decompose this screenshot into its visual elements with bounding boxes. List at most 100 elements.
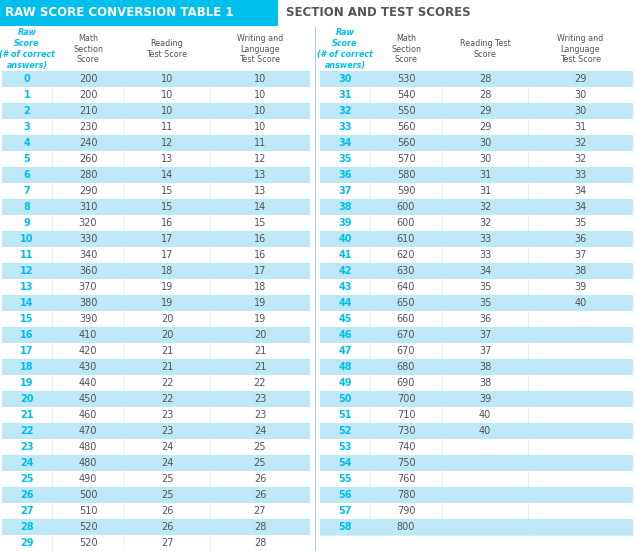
Text: 45: 45 bbox=[338, 314, 352, 324]
Text: 30: 30 bbox=[575, 90, 587, 100]
Text: 590: 590 bbox=[397, 186, 415, 196]
FancyBboxPatch shape bbox=[2, 439, 310, 455]
FancyBboxPatch shape bbox=[320, 375, 633, 391]
Text: 39: 39 bbox=[575, 282, 587, 292]
Text: 35: 35 bbox=[479, 282, 491, 292]
FancyBboxPatch shape bbox=[320, 167, 633, 183]
Text: 10: 10 bbox=[254, 90, 266, 100]
Text: 55: 55 bbox=[338, 474, 352, 484]
FancyBboxPatch shape bbox=[320, 295, 633, 311]
Text: 30: 30 bbox=[479, 138, 491, 148]
Text: 33: 33 bbox=[575, 170, 587, 180]
Text: 32: 32 bbox=[338, 106, 352, 116]
Text: 420: 420 bbox=[79, 346, 97, 356]
Text: 15: 15 bbox=[254, 218, 266, 228]
FancyBboxPatch shape bbox=[320, 263, 633, 279]
Text: 13: 13 bbox=[161, 154, 173, 164]
FancyBboxPatch shape bbox=[2, 87, 310, 103]
Text: 49: 49 bbox=[338, 378, 352, 388]
FancyBboxPatch shape bbox=[320, 327, 633, 343]
FancyBboxPatch shape bbox=[320, 87, 633, 103]
FancyBboxPatch shape bbox=[2, 391, 310, 407]
Text: 9: 9 bbox=[23, 218, 30, 228]
Text: 19: 19 bbox=[20, 378, 34, 388]
Text: 10: 10 bbox=[161, 74, 173, 84]
Text: 600: 600 bbox=[397, 202, 415, 212]
Text: 17: 17 bbox=[254, 266, 266, 276]
FancyBboxPatch shape bbox=[320, 407, 633, 423]
Text: 600: 600 bbox=[397, 218, 415, 228]
Text: 38: 38 bbox=[338, 202, 352, 212]
Text: 630: 630 bbox=[397, 266, 415, 276]
FancyBboxPatch shape bbox=[2, 503, 310, 519]
Text: 470: 470 bbox=[79, 426, 97, 436]
Text: 38: 38 bbox=[479, 362, 491, 372]
Text: 200: 200 bbox=[79, 90, 97, 100]
Text: 520: 520 bbox=[79, 522, 97, 532]
FancyBboxPatch shape bbox=[2, 263, 310, 279]
Text: 38: 38 bbox=[479, 378, 491, 388]
Text: 23: 23 bbox=[161, 410, 173, 420]
Text: 36: 36 bbox=[575, 234, 587, 244]
Text: 670: 670 bbox=[397, 330, 415, 340]
Text: 25: 25 bbox=[161, 490, 173, 500]
Text: Reading
Test Score: Reading Test Score bbox=[147, 39, 187, 59]
Text: 15: 15 bbox=[20, 314, 34, 324]
Text: 31: 31 bbox=[575, 122, 587, 132]
Text: 33: 33 bbox=[338, 122, 352, 132]
Text: 50: 50 bbox=[338, 394, 352, 404]
FancyBboxPatch shape bbox=[320, 487, 633, 503]
Text: 29: 29 bbox=[479, 122, 491, 132]
Text: Raw
Score
(# of correct
answers): Raw Score (# of correct answers) bbox=[317, 28, 373, 69]
Text: 25: 25 bbox=[254, 442, 266, 452]
Text: 40: 40 bbox=[479, 410, 491, 420]
Text: 570: 570 bbox=[397, 154, 415, 164]
Text: 19: 19 bbox=[254, 314, 266, 324]
Text: 21: 21 bbox=[254, 362, 266, 372]
FancyBboxPatch shape bbox=[320, 231, 633, 247]
Text: 320: 320 bbox=[79, 218, 97, 228]
Text: 27: 27 bbox=[254, 506, 266, 516]
Text: 310: 310 bbox=[79, 202, 97, 212]
FancyBboxPatch shape bbox=[320, 199, 633, 215]
FancyBboxPatch shape bbox=[320, 519, 633, 535]
Text: 1: 1 bbox=[23, 90, 30, 100]
Text: 47: 47 bbox=[338, 346, 352, 356]
Text: 370: 370 bbox=[79, 282, 97, 292]
Text: 240: 240 bbox=[79, 138, 97, 148]
Text: 39: 39 bbox=[338, 218, 352, 228]
FancyBboxPatch shape bbox=[320, 471, 633, 487]
Text: 18: 18 bbox=[161, 266, 173, 276]
Text: 24: 24 bbox=[161, 458, 173, 468]
Text: 22: 22 bbox=[20, 426, 34, 436]
Text: 10: 10 bbox=[254, 74, 266, 84]
Text: 740: 740 bbox=[397, 442, 415, 452]
Text: 550: 550 bbox=[397, 106, 415, 116]
Text: 56: 56 bbox=[338, 490, 352, 500]
Text: 780: 780 bbox=[397, 490, 415, 500]
Text: 490: 490 bbox=[79, 474, 97, 484]
Text: 43: 43 bbox=[338, 282, 352, 292]
Text: 660: 660 bbox=[397, 314, 415, 324]
FancyBboxPatch shape bbox=[320, 311, 633, 327]
Text: 4: 4 bbox=[23, 138, 30, 148]
Text: 10: 10 bbox=[20, 234, 34, 244]
Text: 480: 480 bbox=[79, 442, 97, 452]
FancyBboxPatch shape bbox=[2, 535, 310, 551]
Text: 26: 26 bbox=[254, 474, 266, 484]
Text: 530: 530 bbox=[397, 74, 415, 84]
Text: 22: 22 bbox=[161, 394, 173, 404]
Text: 670: 670 bbox=[397, 346, 415, 356]
Text: 25: 25 bbox=[20, 474, 34, 484]
Text: 710: 710 bbox=[397, 410, 415, 420]
Text: 7: 7 bbox=[23, 186, 30, 196]
Text: 340: 340 bbox=[79, 250, 97, 260]
Text: 30: 30 bbox=[479, 154, 491, 164]
Text: 12: 12 bbox=[254, 154, 266, 164]
Text: 390: 390 bbox=[79, 314, 97, 324]
FancyBboxPatch shape bbox=[2, 519, 310, 535]
Text: 22: 22 bbox=[161, 378, 173, 388]
Text: 14: 14 bbox=[254, 202, 266, 212]
Text: 10: 10 bbox=[161, 90, 173, 100]
Text: 53: 53 bbox=[338, 442, 352, 452]
